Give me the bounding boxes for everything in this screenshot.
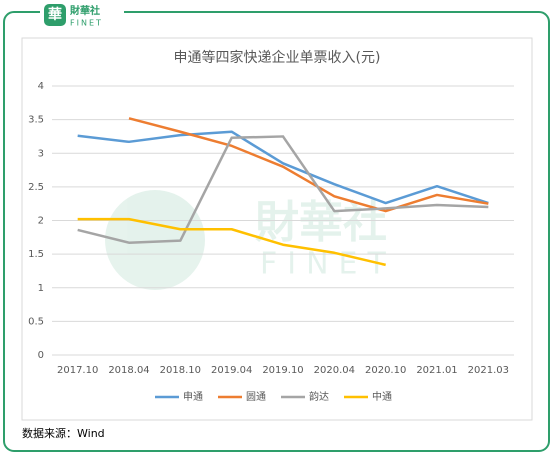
x-tick-label: 2021.03: [468, 365, 509, 376]
x-tick-label: 2021.01: [416, 365, 457, 376]
watermark: 財華社 FINET: [105, 190, 396, 290]
series-line: [77, 135, 489, 244]
y-tick-label: 3: [38, 148, 44, 159]
y-tick-label: 1.5: [28, 249, 44, 260]
x-tick-label: 2018.04: [108, 365, 149, 376]
y-tick-label: 0: [38, 350, 44, 361]
series-line: [128, 117, 489, 213]
x-tick-label: 2020.10: [365, 365, 406, 376]
y-tick-label: 3.5: [28, 115, 44, 126]
watermark-icon: [105, 190, 205, 290]
x-tick-label: 2020.04: [314, 365, 355, 376]
y-tick-label: 1: [38, 283, 44, 294]
y-tick-label: 0.5: [28, 316, 44, 327]
x-tick-label: 2017.10: [57, 365, 98, 376]
x-tick-label: 2018.10: [160, 365, 201, 376]
x-tick-label: 2019.10: [262, 365, 303, 376]
y-tick-label: 4: [38, 81, 44, 92]
x-tick-label: 2019.04: [211, 365, 252, 376]
logo-icon: [44, 4, 66, 26]
frame: [3, 11, 550, 452]
legend-label: 中通: [372, 390, 392, 403]
logo-name: 財華社: [69, 4, 100, 17]
logo-en: FINET: [70, 19, 103, 28]
series-line: [77, 217, 386, 267]
chart-border: [21, 37, 533, 421]
legend-label: 圆通: [246, 391, 266, 403]
y-tick-label: 2: [38, 216, 44, 227]
legend-label: 韵达: [309, 390, 329, 403]
watermark-en: FINET: [260, 247, 396, 282]
chart-title: 申通等四家快递企业单票收入(元): [174, 49, 381, 66]
series-line: [77, 130, 489, 205]
source: 数据来源：Wind: [22, 426, 105, 440]
logo-char: 華: [48, 6, 62, 23]
legend-label: 申通: [183, 390, 203, 403]
y-tick-label: 2.5: [28, 182, 44, 193]
